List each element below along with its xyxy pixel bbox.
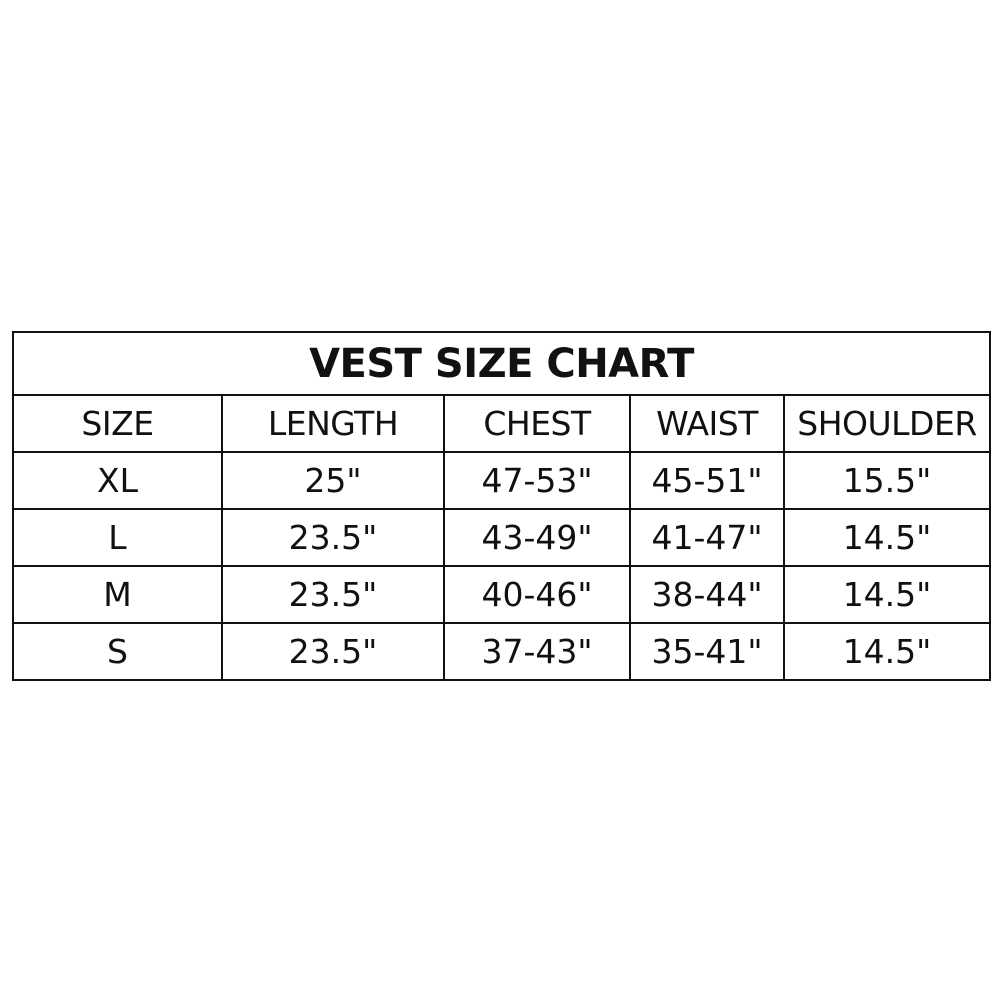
header-chest: CHEST xyxy=(443,394,631,453)
table-row: M 23.5" 40-46" 38-44" 14.5" xyxy=(12,565,992,624)
cell-length: 23.5" xyxy=(221,508,445,567)
cell-waist: 41-47" xyxy=(629,508,785,567)
cell-waist: 35-41" xyxy=(629,622,785,681)
cell-size: L xyxy=(12,508,223,567)
cell-waist: 38-44" xyxy=(629,565,785,624)
header-shoulder: SHOULDER xyxy=(782,394,992,453)
header-size: SIZE xyxy=(12,394,223,453)
cell-chest: 37-43" xyxy=(443,622,631,681)
cell-length: 23.5" xyxy=(221,622,445,681)
chart-title: VEST SIZE CHART xyxy=(11,331,992,396)
cell-waist: 45-51" xyxy=(629,451,785,510)
cell-shoulder: 14.5" xyxy=(782,508,992,567)
table-row: L 23.5" 43-49" 41-47" 14.5" xyxy=(12,508,992,567)
cell-chest: 40-46" xyxy=(443,565,631,624)
cell-length: 23.5" xyxy=(221,565,445,624)
cell-size: XL xyxy=(12,451,223,510)
header-waist: WAIST xyxy=(629,394,785,453)
cell-shoulder: 14.5" xyxy=(782,565,992,624)
table-row: S 23.5" 37-43" 35-41" 14.5" xyxy=(12,622,992,681)
header-length: LENGTH xyxy=(221,394,445,453)
cell-chest: 47-53" xyxy=(443,451,631,510)
cell-shoulder: 14.5" xyxy=(782,622,992,681)
cell-chest: 43-49" xyxy=(443,508,631,567)
cell-size: M xyxy=(12,565,223,624)
vest-size-chart-table: VEST SIZE CHART SIZE LENGTH CHEST WAIST … xyxy=(11,331,992,681)
table-row: XL 25" 47-53" 45-51" 15.5" xyxy=(12,451,992,510)
cell-shoulder: 15.5" xyxy=(782,451,992,510)
header-row: SIZE LENGTH CHEST WAIST SHOULDER xyxy=(12,394,992,453)
cell-size: S xyxy=(12,622,223,681)
cell-length: 25" xyxy=(221,451,445,510)
